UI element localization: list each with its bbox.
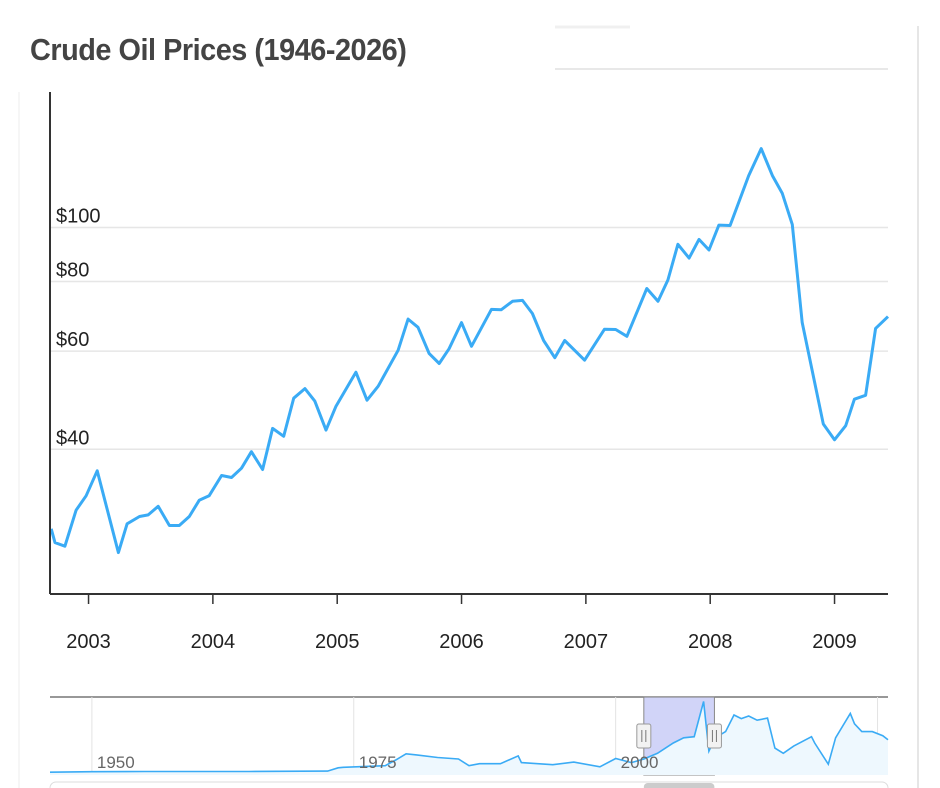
price-line[interactable] xyxy=(49,147,890,555)
y-tick-label: $80 xyxy=(56,259,89,281)
x-tick-label: 2004 xyxy=(191,631,236,653)
y-tick-label: $100 xyxy=(56,205,101,227)
x-tick-label: 2009 xyxy=(812,631,857,653)
navigator-tick-label: 2000 xyxy=(621,753,659,772)
grid-lines xyxy=(50,226,888,451)
x-tick-label: 2007 xyxy=(564,631,609,653)
navigator-line xyxy=(49,701,889,773)
navigator-tick-label: 1950 xyxy=(97,753,135,772)
x-axis-ticks: 2003 2004 2005 2006 2007 2008 2009 xyxy=(66,594,857,653)
y-tick-label: $60 xyxy=(56,329,89,351)
navigator-right-handle[interactable] xyxy=(706,723,722,749)
navigator[interactable]: 1950 1975 2000 xyxy=(49,696,889,776)
navigator-tick-label: 1975 xyxy=(359,753,397,772)
navigator-left-handle[interactable] xyxy=(636,723,652,749)
handle-grip-icon xyxy=(636,723,652,749)
y-axis-labels: $40 $60 $80 $100 xyxy=(56,205,101,449)
x-tick-label: 2006 xyxy=(439,631,484,653)
x-tick-label: 2005 xyxy=(315,631,360,653)
y-tick-label: $40 xyxy=(56,427,89,449)
handle-grip-icon xyxy=(706,723,722,749)
scrollbar-track[interactable] xyxy=(49,781,889,788)
x-tick-label: 2003 xyxy=(66,631,111,653)
navigator-labels: 1950 1975 2000 xyxy=(97,753,659,772)
x-tick-label: 2008 xyxy=(688,631,733,653)
chart-title: Crude Oil Prices (1946-2026) xyxy=(30,32,407,67)
navigator-area xyxy=(50,701,888,775)
scrollbar-thumb[interactable] xyxy=(643,783,715,788)
